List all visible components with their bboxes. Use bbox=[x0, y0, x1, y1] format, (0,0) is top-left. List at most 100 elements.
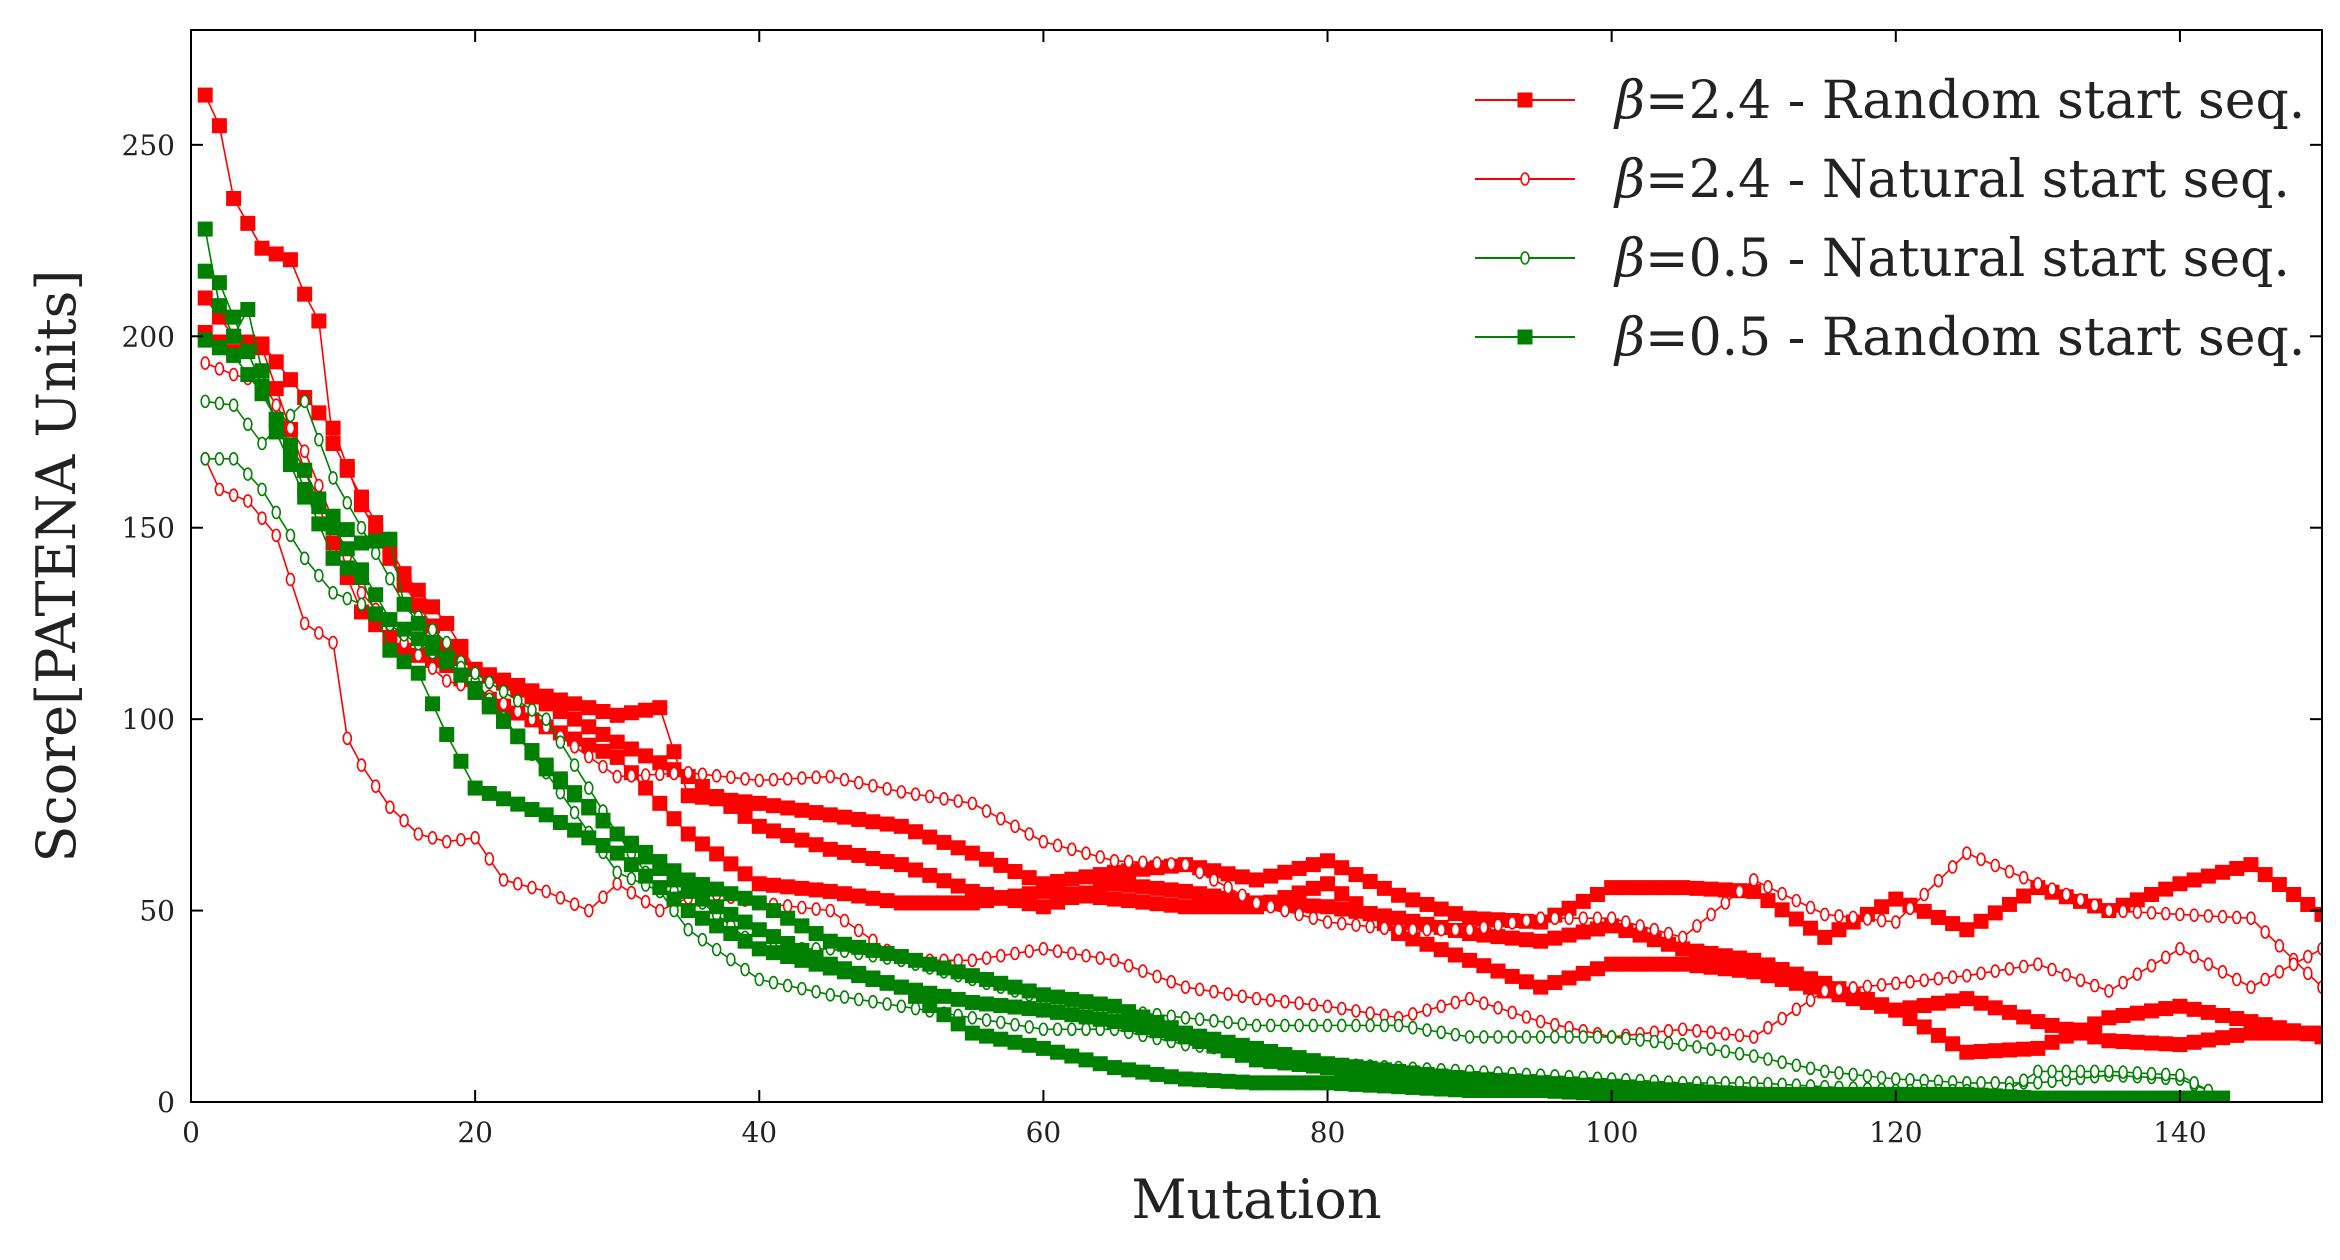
data-point bbox=[200, 451, 211, 466]
data-point bbox=[1575, 893, 1591, 909]
data-point bbox=[751, 876, 767, 892]
data-point bbox=[268, 411, 284, 427]
data-point bbox=[1919, 973, 1930, 988]
data-point bbox=[314, 568, 324, 583]
data-point bbox=[1220, 899, 1236, 915]
legend-beta-symbol: β bbox=[1613, 308, 1645, 368]
x-tick-label: 120 bbox=[1869, 1116, 1922, 1149]
data-point bbox=[1135, 894, 1151, 910]
data-point bbox=[723, 856, 739, 872]
data-point bbox=[626, 885, 637, 900]
data-point bbox=[524, 743, 540, 759]
data-point bbox=[2115, 1090, 2131, 1102]
data-point bbox=[1436, 999, 1446, 1014]
data-point bbox=[1166, 857, 1177, 871]
data-point bbox=[1933, 971, 1944, 986]
data-point bbox=[822, 883, 838, 899]
data-point bbox=[2186, 1090, 2202, 1102]
legend-entry-0: β =2.4 - Random start seq. bbox=[1475, 71, 2305, 131]
data-point bbox=[1507, 916, 1518, 930]
data-point bbox=[1550, 1017, 1560, 1032]
data-point bbox=[1805, 1061, 1816, 1076]
data-point bbox=[1123, 958, 1134, 973]
data-point bbox=[964, 845, 980, 861]
data-point bbox=[1689, 1086, 1705, 1102]
data-point bbox=[1294, 907, 1304, 922]
y-tick-label: 150 bbox=[122, 512, 175, 545]
data-point bbox=[1763, 1020, 1773, 1035]
data-point bbox=[1945, 1036, 1961, 1052]
data-point bbox=[1052, 1022, 1063, 1037]
data-point bbox=[1220, 866, 1236, 882]
data-point bbox=[538, 757, 554, 773]
data-point bbox=[1007, 1034, 1023, 1050]
data-point bbox=[2016, 888, 2032, 904]
data-point bbox=[2047, 962, 2057, 977]
data-point bbox=[1734, 1046, 1745, 1061]
data-point bbox=[2200, 1032, 2216, 1048]
legend-beta-symbol: β bbox=[1613, 71, 1645, 131]
data-point bbox=[981, 804, 992, 818]
data-point bbox=[652, 860, 668, 876]
data-point bbox=[413, 648, 424, 663]
data-point bbox=[1819, 1064, 1830, 1079]
data-point bbox=[1717, 961, 1733, 977]
data-point bbox=[271, 398, 282, 413]
legend-marker bbox=[1517, 329, 1533, 345]
data-point bbox=[609, 734, 625, 750]
data-point bbox=[257, 511, 267, 525]
data-point bbox=[950, 840, 966, 856]
data-point bbox=[2158, 1036, 2174, 1052]
data-point bbox=[936, 960, 952, 976]
data-point bbox=[922, 867, 938, 883]
data-point bbox=[1121, 877, 1137, 893]
data-point bbox=[1450, 1027, 1461, 1042]
data-point bbox=[1007, 979, 1023, 995]
data-point bbox=[1081, 846, 1091, 860]
data-point bbox=[808, 837, 824, 853]
data-point bbox=[595, 726, 611, 742]
data-point bbox=[2030, 1090, 2046, 1102]
data-point bbox=[1962, 968, 1972, 983]
data-point bbox=[496, 791, 512, 807]
data-point bbox=[1763, 1052, 1773, 1066]
data-point bbox=[1706, 907, 1716, 922]
data-point bbox=[541, 884, 551, 899]
data-point bbox=[2132, 1066, 2143, 1080]
data-point bbox=[837, 936, 853, 952]
data-point bbox=[995, 948, 1006, 963]
data-point bbox=[569, 897, 580, 911]
data-point bbox=[1675, 880, 1691, 896]
data-point bbox=[1834, 982, 1844, 997]
data-point bbox=[484, 675, 495, 690]
data-point bbox=[1280, 1018, 1290, 1033]
data-point bbox=[1550, 1030, 1560, 1044]
data-point bbox=[470, 831, 480, 845]
data-point bbox=[1336, 1001, 1347, 1016]
data-point bbox=[1663, 1023, 1674, 1038]
data-point bbox=[214, 362, 225, 376]
data-point bbox=[669, 766, 679, 781]
data-point bbox=[1078, 869, 1094, 885]
data-point bbox=[538, 807, 554, 823]
data-point bbox=[1249, 872, 1264, 888]
data-point bbox=[936, 834, 952, 850]
data-point bbox=[908, 824, 924, 840]
data-point bbox=[780, 800, 796, 816]
data-point bbox=[751, 941, 767, 957]
data-point bbox=[1251, 1018, 1262, 1033]
data-point bbox=[1675, 1086, 1691, 1102]
data-point bbox=[1777, 886, 1787, 901]
data-point bbox=[709, 846, 725, 862]
data-point bbox=[1237, 1017, 1248, 1031]
data-point bbox=[1547, 975, 1563, 991]
data-point bbox=[768, 772, 779, 787]
data-point bbox=[1348, 867, 1364, 883]
data-point bbox=[1177, 1071, 1193, 1087]
data-point bbox=[1237, 989, 1248, 1004]
data-point bbox=[851, 965, 867, 981]
data-point bbox=[314, 478, 324, 493]
data-point bbox=[243, 467, 253, 481]
data-point bbox=[2189, 949, 2199, 964]
data-point bbox=[1163, 1026, 1179, 1042]
